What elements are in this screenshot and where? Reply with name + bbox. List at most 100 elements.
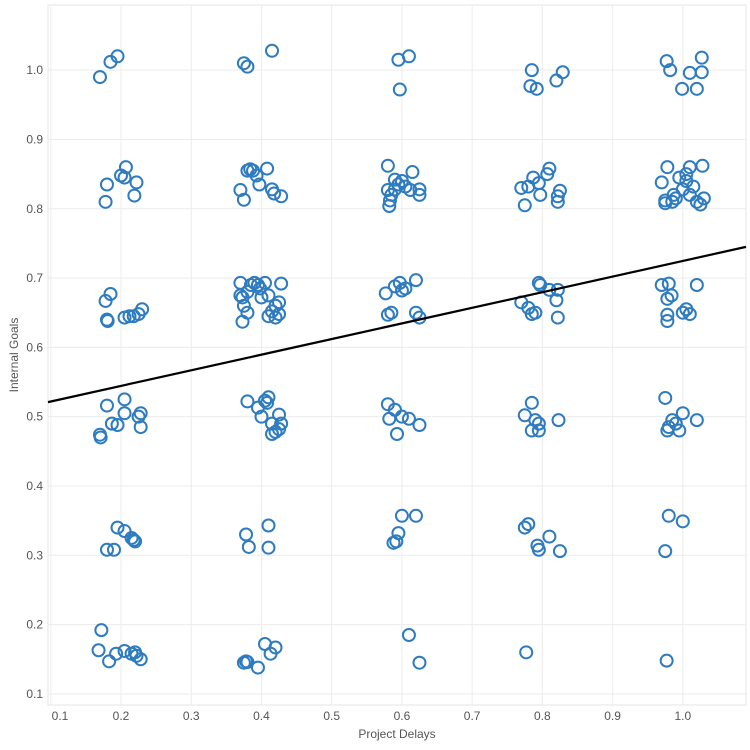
data-point bbox=[250, 660, 265, 675]
x-tick-label: 0.8 bbox=[534, 709, 551, 723]
data-point bbox=[401, 411, 416, 426]
data-point bbox=[272, 295, 287, 310]
data-point bbox=[675, 406, 690, 421]
data-point bbox=[100, 314, 115, 329]
data-point bbox=[665, 413, 680, 428]
y-tick-label: 0.1 bbox=[26, 687, 43, 701]
plot-border bbox=[47, 4, 747, 706]
data-point bbox=[240, 59, 255, 74]
data-point bbox=[660, 314, 675, 329]
data-point bbox=[117, 406, 132, 421]
data-point bbox=[128, 534, 143, 549]
data-point bbox=[658, 390, 673, 405]
data-point bbox=[524, 395, 539, 410]
data-point bbox=[517, 198, 532, 213]
data-point bbox=[675, 81, 690, 96]
data-point bbox=[394, 409, 409, 424]
data-point bbox=[519, 645, 534, 660]
data-point bbox=[129, 648, 144, 663]
y-tick-label: 1.0 bbox=[26, 63, 43, 77]
data-point bbox=[254, 290, 269, 305]
data-point bbox=[236, 192, 251, 207]
data-point bbox=[524, 63, 539, 78]
data-point bbox=[92, 70, 107, 85]
data-point bbox=[98, 194, 113, 209]
data-point bbox=[552, 544, 567, 559]
data-point bbox=[257, 393, 272, 408]
data-point bbox=[408, 273, 423, 288]
data-point bbox=[675, 305, 690, 320]
data-point bbox=[98, 293, 113, 308]
data-point bbox=[261, 390, 276, 405]
x-tick-label: 0.9 bbox=[604, 709, 621, 723]
data-point bbox=[268, 640, 283, 655]
y-axis-title: Internal Goals bbox=[7, 318, 21, 393]
data-point bbox=[694, 65, 709, 80]
data-point bbox=[659, 54, 674, 69]
data-point bbox=[99, 542, 114, 557]
y-tick-label: 0.3 bbox=[26, 548, 43, 562]
data-point bbox=[401, 49, 416, 64]
data-point bbox=[261, 518, 276, 533]
data-point bbox=[268, 298, 283, 313]
data-point bbox=[694, 50, 709, 65]
data-point bbox=[133, 652, 148, 667]
data-point bbox=[661, 276, 676, 291]
data-point bbox=[412, 187, 427, 202]
x-axis-ticks: 0.1 0.2 0.3 0.4 0.5 0.6 0.7 0.8 0.9 1.0 bbox=[52, 709, 692, 723]
data-point bbox=[93, 430, 108, 445]
data-point bbox=[265, 427, 280, 442]
data-point bbox=[412, 418, 427, 432]
data-point bbox=[658, 544, 673, 559]
data-point bbox=[682, 65, 697, 80]
data-point bbox=[240, 655, 255, 670]
data-point bbox=[118, 160, 133, 175]
data-point bbox=[391, 526, 406, 541]
data-point bbox=[392, 82, 407, 97]
data-point bbox=[401, 628, 416, 642]
data-point bbox=[549, 73, 564, 88]
x-tick-label: 0.7 bbox=[464, 709, 481, 723]
data-point bbox=[654, 278, 669, 292]
data-point bbox=[672, 423, 687, 438]
data-point bbox=[380, 158, 395, 173]
y-tick-label: 0.7 bbox=[26, 271, 43, 285]
data-point bbox=[104, 416, 119, 431]
data-point bbox=[117, 170, 132, 185]
data-point bbox=[661, 508, 676, 523]
data-point bbox=[668, 416, 683, 431]
data-point bbox=[689, 81, 704, 96]
data-point bbox=[110, 418, 125, 432]
data-point bbox=[686, 179, 701, 194]
y-tick-label: 0.6 bbox=[26, 340, 43, 354]
data-point bbox=[254, 409, 269, 424]
y-tick-label: 0.4 bbox=[26, 479, 43, 493]
x-tick-label: 0.5 bbox=[323, 709, 340, 723]
data-point bbox=[682, 307, 697, 322]
data-point bbox=[107, 542, 122, 557]
data-point bbox=[129, 175, 144, 190]
data-point bbox=[550, 189, 565, 204]
data-point bbox=[110, 49, 125, 64]
y-tick-label: 0.2 bbox=[26, 618, 43, 632]
data-point bbox=[664, 288, 679, 303]
x-tick-label: 0.4 bbox=[253, 709, 270, 723]
data-point bbox=[659, 653, 674, 668]
x-axis-title: Project Delays bbox=[358, 727, 435, 741]
data-point bbox=[240, 284, 255, 299]
data-point bbox=[542, 529, 557, 544]
data-point bbox=[103, 287, 118, 302]
data-point bbox=[241, 539, 256, 554]
data-point bbox=[668, 191, 683, 206]
data-point bbox=[689, 194, 704, 209]
data-point bbox=[91, 643, 106, 658]
x-tick-label: 0.1 bbox=[52, 709, 69, 723]
data-point bbox=[126, 533, 141, 548]
data-point bbox=[408, 508, 423, 523]
data-point bbox=[102, 654, 117, 669]
data-point bbox=[236, 56, 251, 71]
data-point bbox=[672, 170, 687, 185]
data-point bbox=[529, 81, 544, 96]
y-tick-label: 0.5 bbox=[26, 410, 43, 424]
